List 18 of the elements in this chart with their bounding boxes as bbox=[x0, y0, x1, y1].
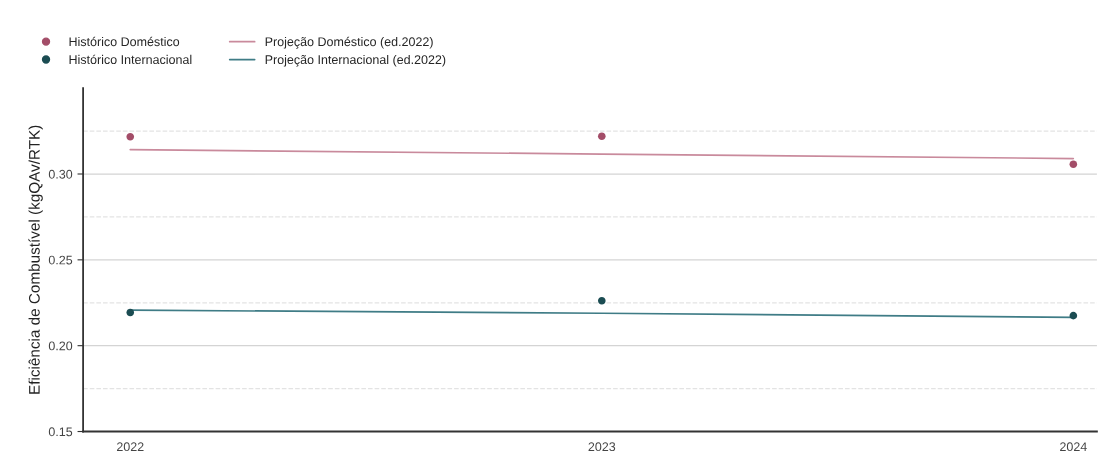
y-tick-label: 0.15 bbox=[48, 427, 73, 437]
point bbox=[126, 132, 135, 141]
y-tick-label: 0.20 bbox=[48, 341, 73, 351]
point bbox=[597, 132, 606, 141]
point bbox=[1069, 160, 1078, 169]
legend-label: Projeção Internacional (ed.2022) bbox=[265, 54, 446, 67]
legend-label: Projeção Doméstico (ed.2022) bbox=[265, 36, 433, 49]
y-axis-title: Eficiência de Combustível (kgQAv/RTK) bbox=[28, 125, 43, 394]
point bbox=[126, 308, 135, 317]
legend-label: Histórico Doméstico bbox=[69, 36, 180, 47]
y-tick-label: 0.25 bbox=[48, 255, 73, 265]
x-tick-label: 2022 bbox=[116, 442, 144, 452]
x-tick-label: 2023 bbox=[588, 442, 616, 452]
x-tick-label: 2024 bbox=[1060, 442, 1087, 452]
point bbox=[597, 296, 606, 305]
point bbox=[1069, 311, 1078, 320]
legend-label: Histórico Internacional bbox=[69, 54, 192, 65]
y-tick-label: 0.30 bbox=[48, 169, 73, 179]
